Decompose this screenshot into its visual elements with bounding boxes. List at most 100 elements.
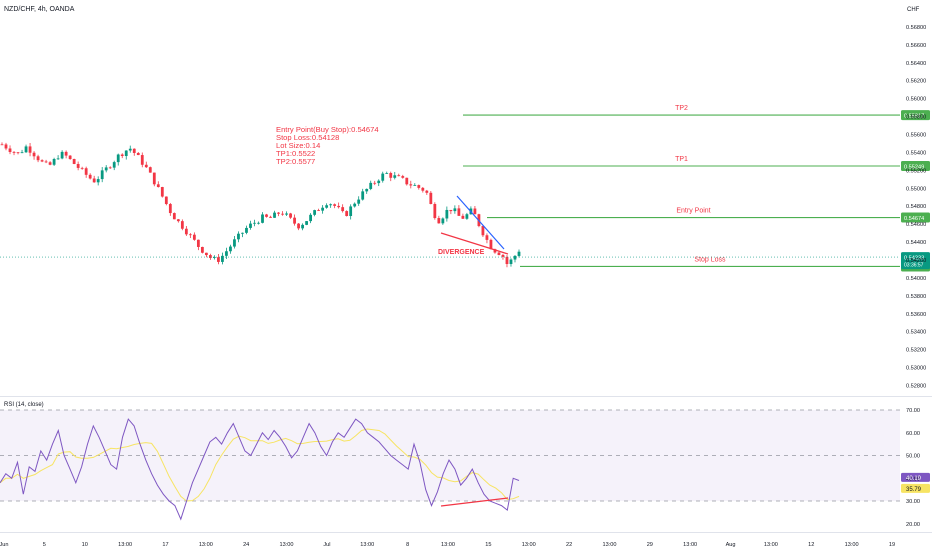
candle-body: [409, 184, 413, 186]
price-tick-label: 0.54400: [906, 240, 926, 246]
candle-body: [245, 227, 248, 233]
candle-body: [493, 249, 497, 253]
time-tick-label: 13:00: [280, 542, 294, 548]
candle-body: [313, 210, 317, 215]
candle-body: [349, 206, 353, 217]
rsi-layer: [0, 418, 930, 521]
level-label: TP2: [675, 105, 688, 112]
candle-body: [421, 187, 425, 191]
trade-note: Entry Point(Buy Stop):0.54674 Stop Loss:…: [276, 125, 379, 166]
candle-body: [217, 257, 220, 262]
candle-body: [441, 218, 445, 224]
trade-note-line: Lot Size:0.14: [276, 141, 320, 150]
candle-body: [497, 252, 501, 255]
candle-body: [257, 222, 260, 224]
main-pane[interactable]: [0, 0, 900, 396]
candle-body: [305, 221, 308, 225]
candle-body: [160, 187, 164, 197]
candle-body: [329, 204, 333, 206]
candle-body: [72, 159, 76, 164]
candle-body: [277, 212, 280, 214]
level-price-tag: [901, 160, 930, 171]
candle-body: [417, 185, 421, 188]
rsi-value-tag: 40.19: [906, 476, 922, 482]
candle-body: [20, 152, 24, 154]
candle-body: [52, 159, 56, 165]
candle-body: [144, 164, 148, 168]
candle-body: [377, 180, 381, 184]
candle-body: [40, 160, 44, 162]
candle-body: [333, 204, 337, 206]
candle-body: [369, 182, 373, 189]
candle-body: [225, 251, 228, 256]
candle-body: [100, 170, 104, 180]
candle-body: [204, 252, 208, 256]
candle-body: [164, 196, 168, 205]
candle-body: [4, 144, 8, 149]
rsi-tick-label: 30.00: [906, 499, 920, 505]
time-tick-label: 15: [485, 542, 491, 548]
time-tick-label: Aug: [726, 542, 736, 548]
current-price-tag: [901, 252, 930, 270]
price-tick-label: 0.54800: [906, 204, 926, 210]
currency-label[interactable]: CHF: [907, 7, 920, 13]
rsi-value-tag-bg: [901, 472, 930, 482]
candle-body: [293, 217, 296, 224]
time-tick-label: 13:00: [683, 542, 697, 548]
price-tick-label: 0.53400: [906, 330, 926, 336]
rsi-ma-tag-bg: [901, 483, 930, 493]
candle-body: [229, 246, 232, 252]
candle-body: [180, 221, 184, 229]
candle-body: [192, 234, 196, 240]
rsi-tick-label: 50.00: [906, 454, 920, 460]
time-tick-label: 13:00: [118, 542, 132, 548]
price-tick-label: 0.56200: [906, 79, 926, 85]
time-tick-label: 13:00: [360, 542, 374, 548]
rsi-title[interactable]: RSI (14, close): [4, 402, 44, 408]
candle-body: [36, 156, 40, 161]
candle-body: [393, 175, 397, 178]
candle-body: [249, 223, 252, 228]
trade-note-line: Entry Point(Buy Stop):0.54674: [276, 125, 379, 134]
time-tick-label: 13:00: [199, 542, 213, 548]
time-tick-label: Jul: [323, 542, 330, 548]
price-tick-label: 0.55200: [906, 168, 926, 174]
candle-body: [509, 259, 513, 265]
symbol-title[interactable]: NZD/CHF, 4h, OANDA: [4, 6, 75, 13]
time-tick-label: 13:00: [764, 542, 778, 548]
candle-body: [389, 173, 393, 178]
candle-body: [168, 204, 172, 214]
candle-body: [385, 173, 389, 174]
candle-body: [64, 151, 68, 156]
level-price-tag-text: 0.54674: [904, 216, 924, 222]
time-axis-layer: Jun 5 10 13:00 17 13:00 24 13:00 Jul 13:00 8 13:00 1…: [0, 542, 895, 548]
candle-body: [413, 185, 417, 186]
candle-body: [481, 226, 485, 236]
price-tick-label: 0.52800: [906, 384, 926, 390]
candle-body: [437, 218, 441, 224]
candle-body: [517, 251, 521, 256]
time-tick-label: 19: [889, 542, 895, 548]
rsi-tick-label: 20.00: [906, 522, 920, 528]
price-tick-label: 0.56000: [906, 97, 926, 103]
price-tick-label: 0.53800: [906, 294, 926, 300]
candle-body: [465, 214, 469, 219]
candle-body: [28, 146, 32, 153]
candle-body: [397, 175, 401, 177]
candle-body: [152, 172, 156, 185]
candle-body: [401, 176, 405, 178]
candle-body: [172, 213, 176, 220]
candle-body: [209, 255, 212, 258]
candle-body: [48, 162, 52, 165]
level-label: Stop Loss: [694, 256, 726, 263]
price-ticks-layer: 0.56800 0.56600 0.56400 0.56200 0.56000 0.558…: [906, 25, 926, 390]
candle-body: [261, 214, 264, 223]
candle-body: [433, 203, 437, 219]
level-price-tag: [901, 110, 930, 121]
candle-body: [353, 203, 357, 207]
price-axis[interactable]: [900, 0, 932, 396]
candle-body: [124, 150, 128, 157]
candle-body: [321, 207, 325, 211]
price-tick-label: 0.56400: [906, 61, 926, 67]
